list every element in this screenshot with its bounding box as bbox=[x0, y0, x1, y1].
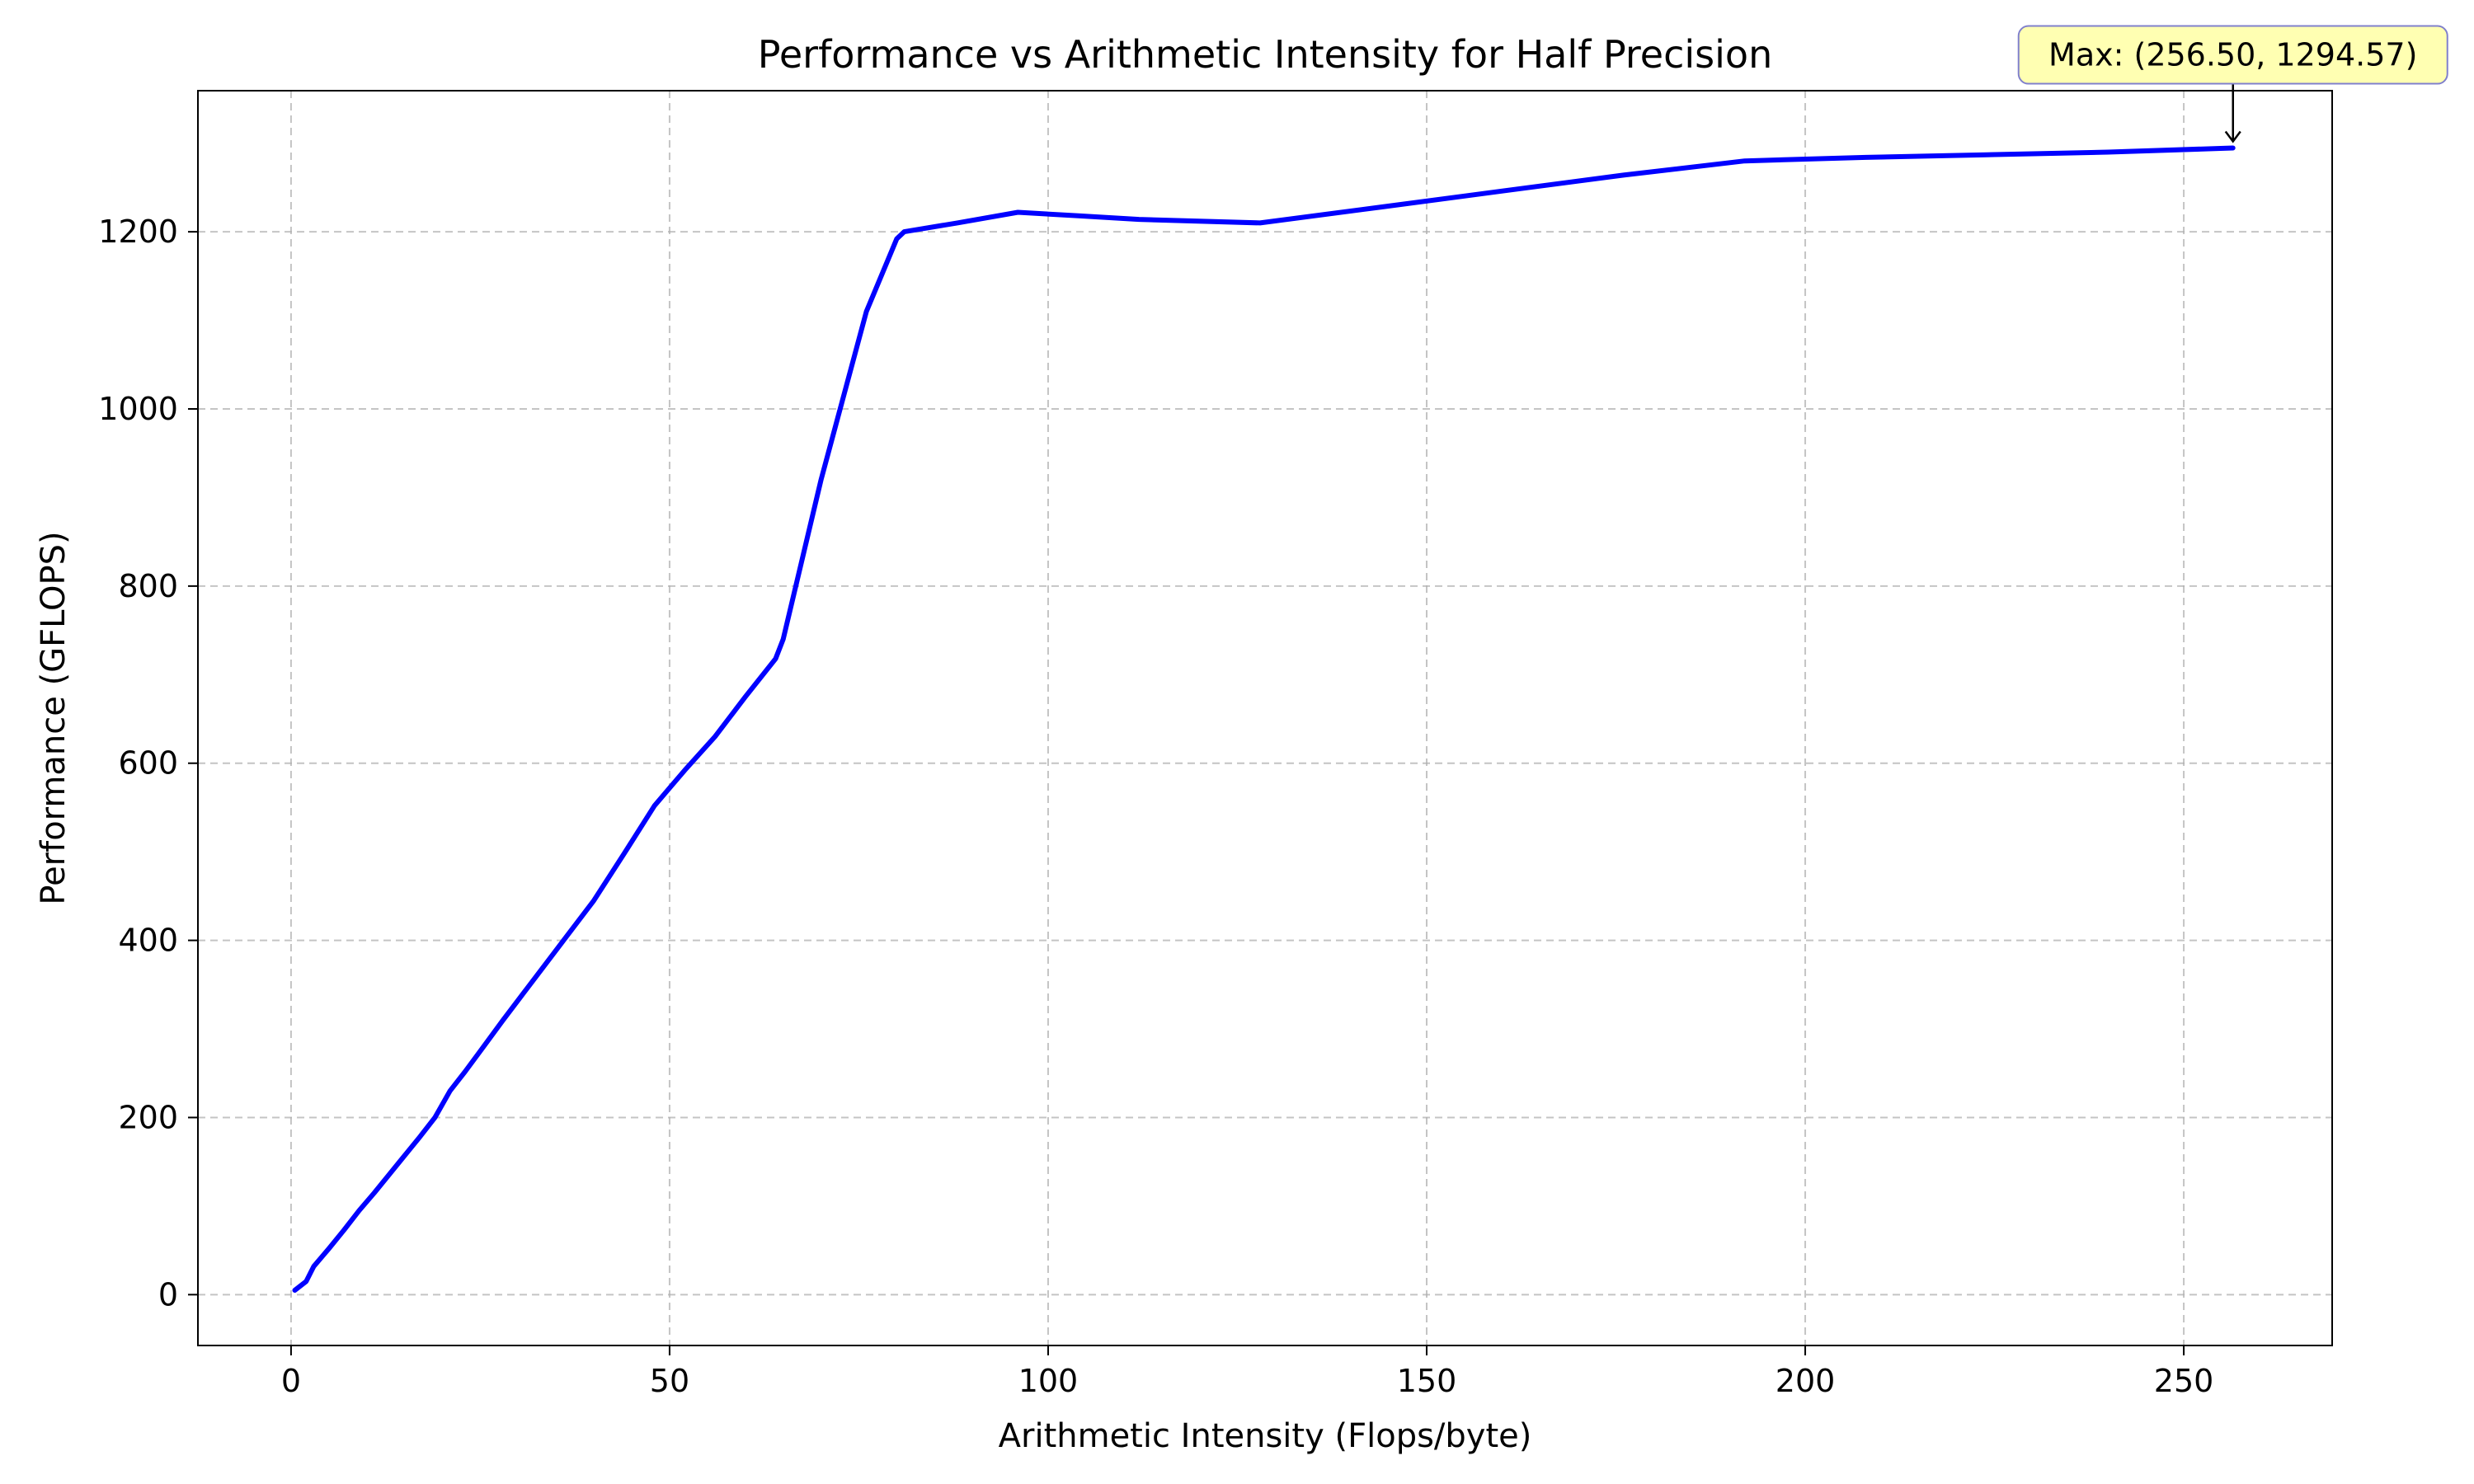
chart-title: Performance vs Arithmetic Intensity for … bbox=[758, 32, 1772, 77]
grid bbox=[198, 91, 2332, 1345]
annotation-arrow-head bbox=[2224, 130, 2241, 143]
x-tick-label: 0 bbox=[281, 1363, 301, 1399]
y-tick-label: 600 bbox=[118, 745, 178, 782]
series-layer bbox=[292, 145, 2236, 1293]
y-tick-label: 200 bbox=[118, 1099, 178, 1135]
x-tick-label: 200 bbox=[1776, 1363, 1836, 1399]
x-tick-label: 250 bbox=[2154, 1363, 2214, 1399]
x-tick-label: 100 bbox=[1018, 1363, 1079, 1399]
y-tick-label: 1000 bbox=[98, 391, 178, 427]
axis-ticks: 0 50 100 150 200 250 0 200 400 600 800 1000 1200 bbox=[98, 214, 2213, 1399]
series-line-1 bbox=[292, 145, 2236, 1293]
annotation-label: Max: (256.50, 1294.57) bbox=[2048, 37, 2417, 73]
y-tick-label: 0 bbox=[158, 1276, 178, 1313]
y-tick-label: 800 bbox=[118, 568, 178, 604]
plot-area-frame bbox=[197, 90, 2333, 1346]
x-axis-label: Arithmetic Intensity (Flops/byte) bbox=[999, 1417, 1532, 1455]
annotation-box bbox=[2017, 25, 2448, 85]
x-tick-label: 50 bbox=[650, 1363, 689, 1399]
y-axis-label: Performance (GFLOPS) bbox=[35, 531, 73, 904]
annotation-layer: Max: (256.50, 1294.57) bbox=[2017, 25, 2448, 143]
y-tick-label: 1200 bbox=[98, 214, 178, 250]
y-tick-label: 400 bbox=[118, 923, 178, 959]
x-tick-label: 150 bbox=[1397, 1363, 1457, 1399]
